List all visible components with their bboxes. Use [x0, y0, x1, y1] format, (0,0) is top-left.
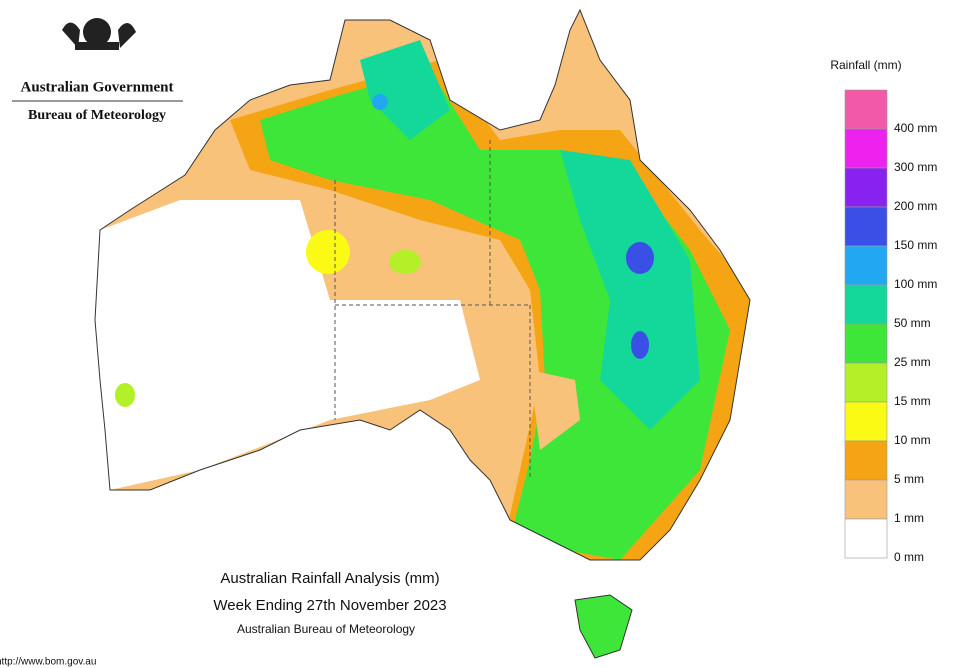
legend-label: 300 mm: [894, 160, 937, 174]
legend-label: 5 mm: [894, 472, 924, 486]
caption-title: Australian Rainfall Analysis (mm): [220, 570, 439, 587]
legend-label: 150 mm: [894, 238, 937, 252]
legend-title: Rainfall (mm): [830, 58, 901, 72]
legend-label: 200 mm: [894, 199, 937, 213]
legend-swatch: [844, 440, 888, 481]
legend-label: 400 mm: [894, 121, 937, 135]
caption-source: Australian Bureau of Meteorology: [237, 622, 415, 636]
legend-label: 100 mm: [894, 277, 937, 291]
legend-swatch: [844, 284, 888, 325]
legend: 400 mm 300 mm 200 mm 150 mm 100 mm 50 mm 25 mm…: [844, 89, 937, 564]
legend-swatch: [844, 323, 888, 364]
legend-label: 0 mm: [894, 550, 924, 564]
legend-swatch: [844, 401, 888, 442]
rainfall-map: [94, 8, 751, 659]
legend-label: 15 mm: [894, 394, 931, 408]
legend-swatch: [844, 518, 888, 559]
legend-swatch: [844, 89, 888, 130]
legend-label: 25 mm: [894, 355, 931, 369]
url: http://www.bom.gov.au: [0, 657, 96, 668]
legend-swatch: [844, 128, 888, 169]
legend-swatch: [844, 479, 888, 520]
legend-swatch: [844, 245, 888, 286]
government-name: Australian Government: [21, 79, 174, 95]
legend-label: 50 mm: [894, 316, 931, 330]
legend-label: 10 mm: [894, 433, 931, 447]
legend-swatch: [844, 167, 888, 208]
caption-date: Week Ending 27th November 2023: [213, 597, 446, 614]
bureau-name: Bureau of Meteorology: [28, 108, 166, 123]
legend-label: 1 mm: [894, 511, 924, 525]
legend-swatch: [844, 362, 888, 403]
legend-swatch: [844, 206, 888, 247]
emblem: [62, 18, 136, 50]
